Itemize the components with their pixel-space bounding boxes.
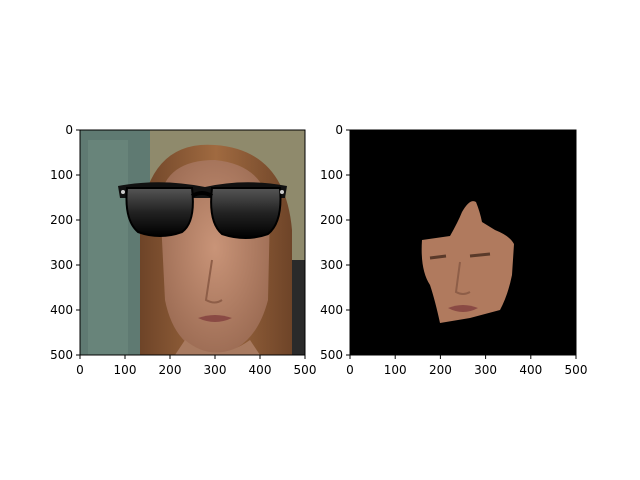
y-tick-label: 300	[320, 258, 343, 272]
mouth-shape	[198, 315, 232, 322]
x-tick-label: 200	[429, 363, 452, 377]
segmented-face	[421, 201, 514, 323]
y-tick-label: 0	[65, 123, 73, 137]
x-tick-label: 300	[204, 363, 227, 377]
x-tick-label: 400	[249, 363, 272, 377]
x-tick-label: 400	[519, 363, 542, 377]
y-tick-label: 100	[320, 168, 343, 182]
y-tick-label: 400	[320, 303, 343, 317]
x-tick-label: 100	[114, 363, 137, 377]
right-photo	[350, 130, 576, 355]
left-axes-frame	[79, 129, 306, 356]
left-photo	[80, 130, 305, 355]
x-tick-label: 0	[346, 363, 354, 377]
y-tick-label: 400	[50, 303, 73, 317]
right-axes-frame	[349, 129, 577, 356]
x-tick-label: 0	[76, 363, 84, 377]
y-tick-label: 500	[320, 348, 343, 362]
x-tick-label: 300	[474, 363, 497, 377]
y-tick-label: 200	[50, 213, 73, 227]
x-tick-label: 500	[565, 363, 588, 377]
x-tick-label: 500	[294, 363, 317, 377]
x-tick-label: 100	[384, 363, 407, 377]
y-tick-label: 300	[50, 258, 73, 272]
y-tick-label: 500	[50, 348, 73, 362]
sunglasses-overlay	[118, 182, 287, 239]
y-tick-label: 0	[335, 123, 343, 137]
y-tick-label: 200	[320, 213, 343, 227]
x-tick-label: 200	[159, 363, 182, 377]
y-tick-label: 100	[50, 168, 73, 182]
